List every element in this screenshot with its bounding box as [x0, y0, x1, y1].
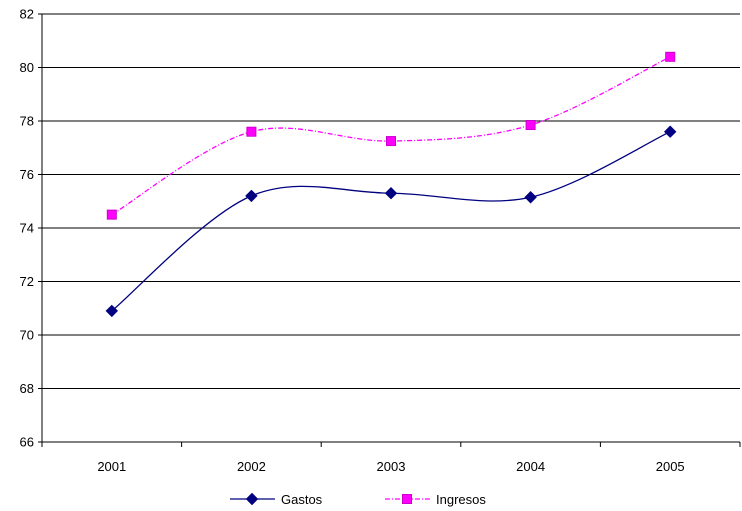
y-tick-label: 70 — [20, 328, 34, 343]
legend-marker-ingresos — [402, 494, 412, 504]
data-point-ingresos — [106, 209, 117, 220]
legend-label-ingresos: Ingresos — [436, 492, 486, 507]
x-tick-label: 2002 — [237, 459, 266, 474]
data-point-gastos — [384, 187, 398, 200]
x-tick-label: 2001 — [97, 459, 126, 474]
data-point-ingresos — [525, 120, 536, 131]
y-tick-label: 76 — [20, 167, 34, 182]
y-tick-label: 74 — [20, 221, 34, 236]
y-tick-label: 72 — [20, 274, 34, 289]
data-point-ingresos — [246, 126, 257, 137]
x-tick-label: 2004 — [516, 459, 545, 474]
y-tick-label: 66 — [20, 435, 34, 450]
data-point-ingresos — [665, 51, 676, 62]
gridlines — [42, 13, 740, 389]
legend: Gastos Ingresos — [230, 492, 486, 507]
data-point-gastos — [245, 189, 258, 203]
data-point-gastos — [663, 125, 677, 138]
series-lines — [105, 51, 677, 318]
y-tick-label: 82 — [20, 7, 34, 22]
x-axis: 2001 2002 2003 2004 2005 — [41, 442, 741, 474]
y-tick-label: 78 — [20, 114, 34, 129]
y-tick-label: 80 — [20, 60, 34, 75]
data-point-gastos — [524, 191, 537, 204]
y-tick-label: 68 — [20, 381, 34, 396]
x-tick-label: 2005 — [656, 459, 685, 474]
y-axis: 66 68 70 72 74 76 78 80 82 — [20, 7, 42, 450]
data-point-gastos — [105, 304, 119, 318]
legend-label-gastos: Gastos — [281, 492, 323, 507]
legend-marker-gastos — [245, 492, 259, 506]
data-point-ingresos — [386, 136, 396, 147]
x-tick-label: 2003 — [377, 459, 406, 474]
